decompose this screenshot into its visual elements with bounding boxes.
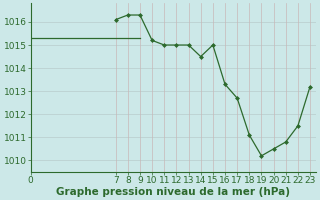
X-axis label: Graphe pression niveau de la mer (hPa): Graphe pression niveau de la mer (hPa)	[56, 187, 290, 197]
